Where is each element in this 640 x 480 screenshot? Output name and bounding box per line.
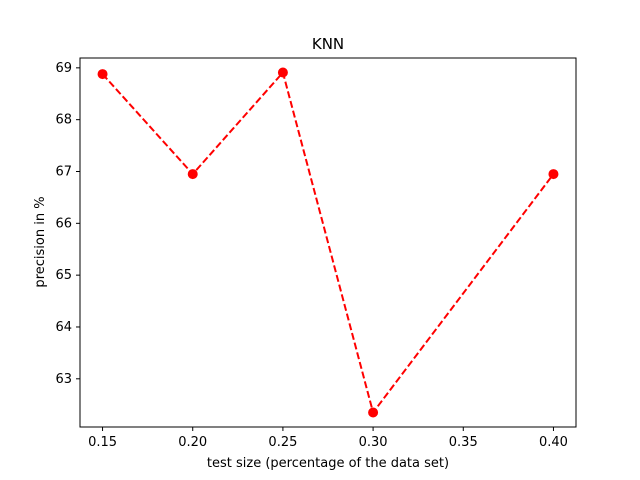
y-axis-label: precision in % <box>33 196 48 287</box>
data-point <box>187 169 198 180</box>
x-tick-label: 0.40 <box>539 435 568 450</box>
x-tick-label: 0.35 <box>449 435 478 450</box>
plot-frame <box>79 57 577 428</box>
x-tick-label: 0.25 <box>268 435 297 450</box>
x-tick-label: 0.20 <box>178 435 207 450</box>
y-tick-label: 63 <box>55 372 72 387</box>
series-layer <box>97 67 559 418</box>
y-tick-label: 68 <box>55 113 72 128</box>
y-tick-label: 65 <box>55 268 72 283</box>
x-axis-ticks: 0.15 0.20 0.25 0.30 0.35 0.40 <box>88 427 568 450</box>
y-tick-label: 67 <box>55 164 72 179</box>
data-point <box>368 407 379 418</box>
y-tick-label: 64 <box>55 320 72 335</box>
x-axis-label: test size (percentage of the data set) <box>207 456 449 471</box>
x-tick-label: 0.15 <box>88 435 117 450</box>
y-axis-ticks: 63 64 65 66 67 68 69 <box>55 61 80 387</box>
data-point <box>548 169 559 180</box>
y-tick-label: 66 <box>55 216 72 231</box>
chart-title: KNN <box>312 35 344 53</box>
x-tick-label: 0.30 <box>359 435 388 450</box>
data-point <box>97 69 108 80</box>
data-point <box>277 67 288 78</box>
y-tick-label: 69 <box>55 61 72 76</box>
